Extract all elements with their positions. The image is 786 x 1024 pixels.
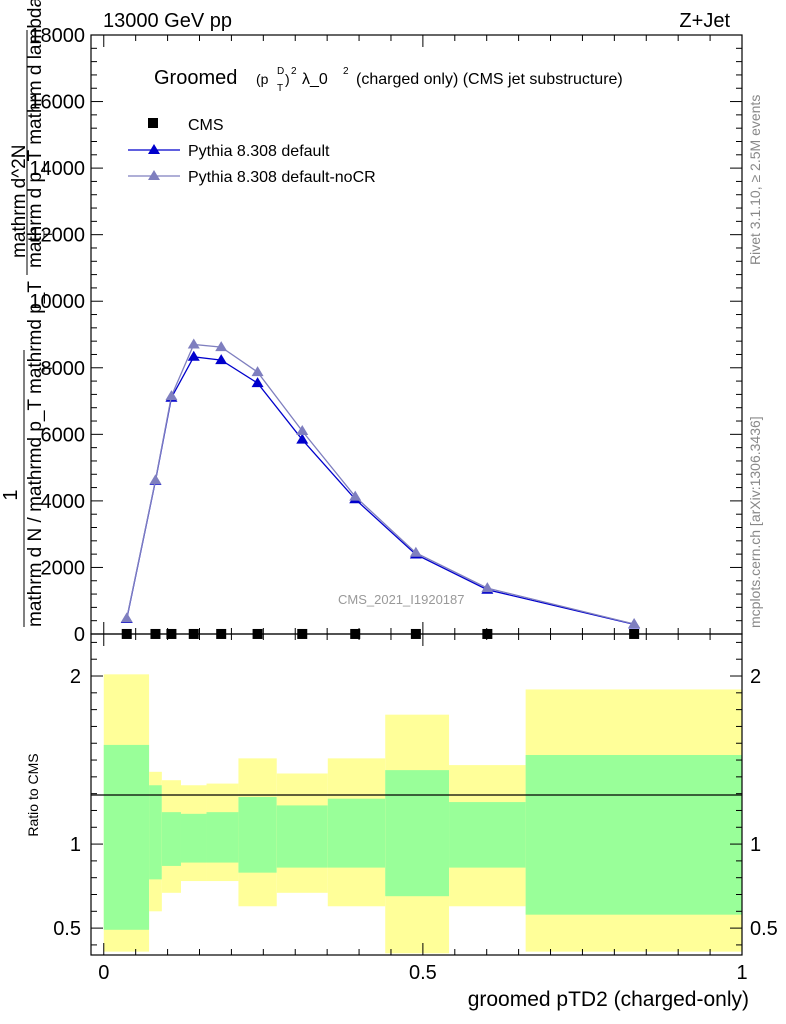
main-y-tick-label: 6000 <box>41 424 86 446</box>
series-line <box>126 356 635 625</box>
ratio-y-ticks: 0.5 0.5 1 1 2 2 <box>53 641 778 946</box>
series-line <box>126 343 635 625</box>
data-point-triangle <box>409 546 422 557</box>
ratio-band-inner <box>238 797 277 873</box>
ratio-band-inner <box>327 798 386 868</box>
main-panel: 0 2000 4000 6000 8000 10000 12000 14000 16000 180… <box>0 0 743 646</box>
main-y-tick-label: 16000 <box>29 92 85 114</box>
ylabel-sub-t2: T <box>41 364 55 372</box>
data-point-triangle <box>120 612 133 623</box>
data-point-triangle <box>251 366 264 377</box>
legend-marker-cms <box>148 118 158 128</box>
title-p-sub: T <box>277 83 283 94</box>
x-axis-label: groomed pTD2 (charged-only) <box>468 988 749 1011</box>
series-2 <box>120 338 641 629</box>
ratio-bands <box>103 674 742 954</box>
title-lambda: λ_0 <box>302 71 328 88</box>
data-point-triangle <box>481 582 494 593</box>
data-point-triangle <box>165 390 178 401</box>
series-1 <box>120 350 641 629</box>
ratio-x-ticks: 0 0.5 1 <box>98 634 748 984</box>
ratio-panel: 0.5 0.51 12 2 0 0.5 1 Ratio to CMS groomed pT… <box>25 633 778 1011</box>
main-plot-area <box>120 338 641 639</box>
ratio-band-inner <box>149 785 162 880</box>
ratio-y-tick-label-right: 2 <box>750 666 761 688</box>
ratio-y-tick-label: 1 <box>70 834 81 856</box>
main-y-tick-label: 18000 <box>29 25 85 47</box>
legend-marker-default <box>148 144 160 154</box>
x-tick-label: 0.5 <box>409 962 437 984</box>
title-p-close: ) <box>285 71 290 87</box>
main-y-ticks: 0 2000 4000 6000 8000 10000 12000 14000 16000 180… <box>29 25 742 646</box>
ratio-band-inner <box>385 770 450 897</box>
legend-label-default: Pythia 8.308 default <box>188 143 330 160</box>
main-y-tick-label: 14000 <box>29 158 85 180</box>
ratio-band-inner <box>180 813 207 863</box>
title-suffix: (charged only) (CMS jet substructure) <box>356 71 623 88</box>
main-y-tick-label: 12000 <box>29 225 85 247</box>
data-point-triangle <box>349 490 362 501</box>
ylabel-derivative-num: mathrm d^2N <box>9 145 30 258</box>
mcplots-label: mcplots.cern.ch [arXiv:1306.3436] <box>747 416 763 628</box>
ratio-y-axis-label: Ratio to CMS <box>25 753 41 836</box>
legend: CMS Pythia 8.308 default Pythia 8.308 de… <box>128 117 376 186</box>
legend-marker-nocr <box>148 170 160 180</box>
analysis-watermark: CMS_2021_I1920187 <box>338 592 465 607</box>
ratio-band-inner <box>449 802 526 868</box>
ratio-y-tick-label: 0.5 <box>53 918 81 940</box>
header-right: Z+Jet <box>679 10 730 32</box>
main-y-axis-label: 1 mathrm d N / mathrmd p_T mathrmd p_T m… <box>0 0 55 627</box>
ratio-band-inner <box>206 812 239 863</box>
data-point-triangle <box>251 377 264 388</box>
ylabel-one: 1 <box>0 489 22 500</box>
data-point-triangle <box>628 618 641 629</box>
data-point-triangle <box>296 433 309 444</box>
legend-label-nocr: Pythia 8.308 default-noCR <box>188 169 376 186</box>
ratio-band-inner <box>103 744 150 930</box>
ratio-frame <box>90 633 743 956</box>
main-y-tick-label: 0 <box>74 624 85 646</box>
main-x-ticks <box>103 35 743 634</box>
x-tick-label: 0 <box>98 962 109 984</box>
ratio-band-inner <box>276 805 328 868</box>
header-left: 13000 GeV pp <box>103 10 232 32</box>
ratio-band-inner <box>161 812 181 866</box>
data-point-triangle <box>187 338 200 349</box>
ratio-y-tick-label: 2 <box>70 666 81 688</box>
ylabel-sub-t1: T <box>41 230 55 238</box>
title-p-sup: D <box>277 66 284 77</box>
x-tick-label: 1 <box>736 962 747 984</box>
data-point-triangle <box>215 354 228 365</box>
data-point-triangle <box>215 341 228 352</box>
main-y-tick-label: 4000 <box>41 491 86 513</box>
legend-label-cms: CMS <box>188 117 224 134</box>
title-p-exp: 2 <box>291 66 297 77</box>
title-p-open: (p <box>256 71 269 87</box>
title-lambda-exp: 2 <box>343 66 349 77</box>
main-y-tick-label: 10000 <box>29 291 85 313</box>
data-point-triangle <box>149 474 162 485</box>
ylabel-denominator: mathrm d N / mathrmd p_T mathrmd p_T <box>25 281 46 627</box>
ratio-band-inner <box>525 755 742 915</box>
main-y-tick-label: 8000 <box>41 358 86 380</box>
data-point-triangle <box>187 350 200 361</box>
rivet-label: Rivet 3.1.10, ≥ 2.5M events <box>747 95 763 265</box>
main-y-tick-label: 2000 <box>41 557 86 579</box>
ylabel-derivative-den: mathrm d p_T mathrm d lambda <box>25 0 46 268</box>
data-point-triangle <box>296 425 309 436</box>
ratio-y-tick-label-right: 1 <box>750 834 761 856</box>
title-prefix: Groomed <box>154 67 237 89</box>
plot-title: Groomed (p D T ) 2 λ_0 2 (charged only) … <box>154 66 623 94</box>
ratio-y-tick-label-right: 0.5 <box>750 918 778 940</box>
